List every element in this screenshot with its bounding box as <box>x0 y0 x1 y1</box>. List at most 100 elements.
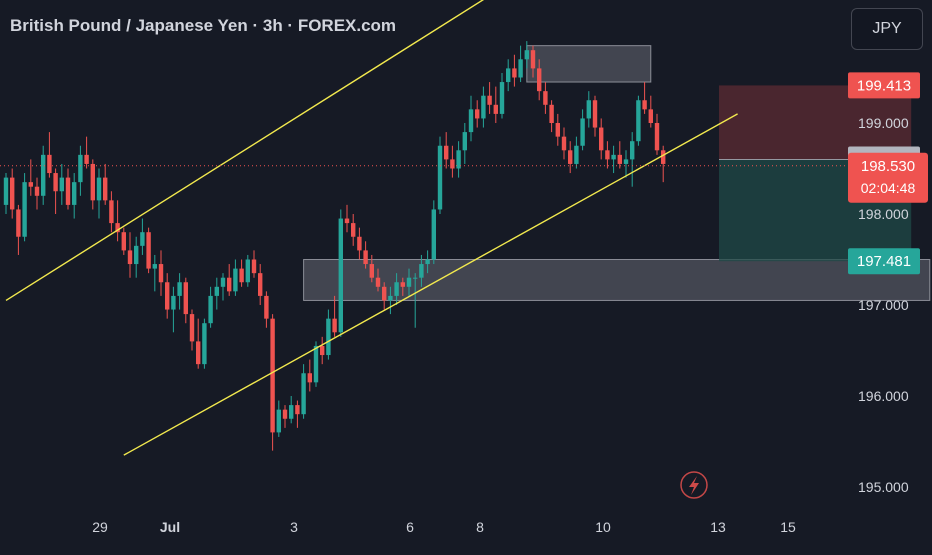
candle <box>450 145 455 178</box>
candle <box>344 204 350 233</box>
candle <box>568 141 573 174</box>
candle-body <box>518 59 523 78</box>
candle <box>648 95 653 128</box>
candle <box>394 273 399 305</box>
candle-body <box>468 109 474 133</box>
candle <box>592 95 598 137</box>
candle <box>96 168 102 219</box>
candle-body <box>251 259 257 274</box>
candle <box>419 254 424 287</box>
candle <box>487 82 492 114</box>
candle-body <box>400 282 405 287</box>
stop-price-label: 199.413 <box>857 77 911 94</box>
candle-body <box>233 268 238 292</box>
candle <box>28 159 33 196</box>
candle-body <box>456 150 461 169</box>
x-tick-label: 8 <box>476 519 484 535</box>
candle <box>332 295 337 337</box>
x-tick-label: 13 <box>710 519 726 535</box>
target-price-tag <box>848 248 920 275</box>
candle <box>382 282 387 310</box>
candle-body <box>351 223 356 237</box>
candle <box>177 273 182 310</box>
x-tick-label: Jul <box>160 519 180 535</box>
axis-layer: 195.000 196.000 197.000 198.000 199.000 29 Jul… <box>92 115 909 535</box>
candle <box>512 54 517 87</box>
candle <box>543 82 548 114</box>
candle-body <box>537 68 542 92</box>
candle-body <box>239 268 244 283</box>
lightning-icon-ring <box>680 471 708 499</box>
candle <box>289 396 294 424</box>
chart-title: British Pound / Japanese Yen · 3h · FORE… <box>10 16 397 35</box>
countdown-label: 02:04:48 <box>861 180 916 196</box>
candle <box>375 268 381 292</box>
candle <box>425 250 430 274</box>
candle-body <box>413 277 418 279</box>
candle-body <box>543 91 548 105</box>
candle <box>630 132 635 187</box>
candle <box>78 145 83 196</box>
candle-body <box>214 286 219 296</box>
candle-body <box>326 318 331 356</box>
candle-body <box>47 154 52 174</box>
candle <box>140 218 145 255</box>
candle <box>251 250 257 278</box>
candle <box>537 59 542 101</box>
channel-layer <box>5 0 738 456</box>
candle-body <box>258 273 263 296</box>
candle <box>295 400 300 428</box>
candle-body <box>592 100 598 128</box>
candle-body <box>22 182 27 237</box>
candle-body <box>338 218 343 333</box>
candle <box>65 168 71 210</box>
candle-body <box>382 286 387 301</box>
candle-body <box>481 95 486 119</box>
candle-body <box>10 177 15 210</box>
candle <box>158 250 164 296</box>
candle <box>10 168 15 219</box>
candle-body <box>245 259 250 283</box>
candle-body <box>84 154 89 164</box>
candle-body <box>586 100 591 119</box>
candle-body <box>661 150 666 164</box>
candle-body <box>549 104 554 123</box>
candle-body <box>127 250 133 265</box>
candle <box>413 273 418 328</box>
candle-body <box>41 154 46 196</box>
candle <box>468 95 474 142</box>
currency-button[interactable]: JPY <box>851 8 923 50</box>
candle <box>654 113 660 155</box>
candle <box>506 59 511 92</box>
channel-upper-line <box>5 0 485 302</box>
candle <box>121 227 126 255</box>
candle-body <box>369 264 374 278</box>
candle-body <box>109 200 114 224</box>
candle <box>127 232 133 278</box>
candle <box>34 177 40 210</box>
candle-body <box>134 245 139 265</box>
candle <box>605 141 610 169</box>
candle <box>363 241 368 269</box>
candle-body <box>636 100 641 142</box>
candle <box>208 286 213 328</box>
candle-body <box>196 341 201 365</box>
candle <box>437 136 443 214</box>
candle <box>282 405 288 428</box>
candle <box>90 159 95 210</box>
candle <box>636 95 641 146</box>
candle-body <box>437 145 443 210</box>
candle-body <box>307 373 312 383</box>
candle-body <box>332 318 337 333</box>
candle-body <box>344 218 350 224</box>
candle-body <box>165 282 170 310</box>
candle-body <box>605 150 610 160</box>
candle <box>3 173 9 214</box>
candle-body <box>530 50 536 69</box>
candle-body <box>493 104 498 114</box>
candle-body <box>499 82 505 114</box>
candle-body <box>158 264 164 283</box>
candle <box>134 236 139 278</box>
